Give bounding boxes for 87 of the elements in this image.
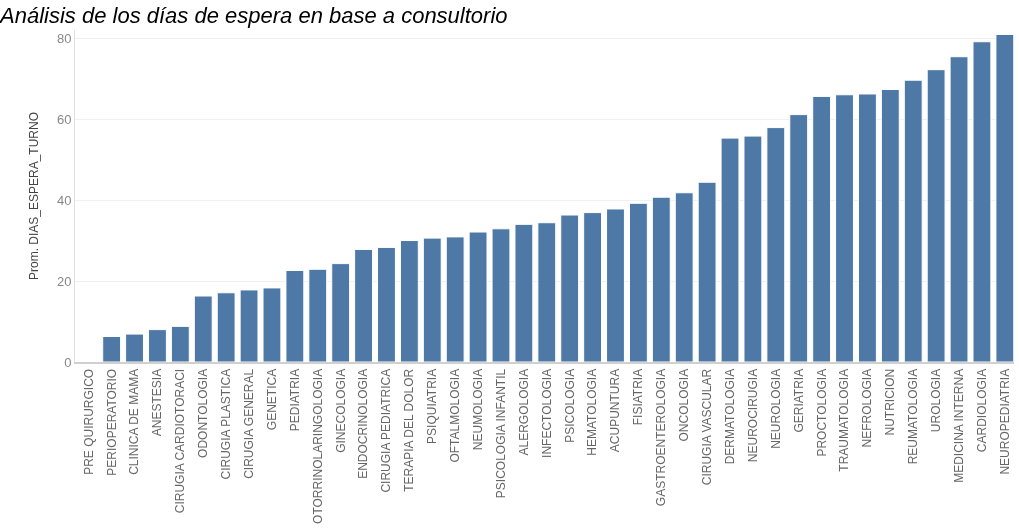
- x-tick-label: CARDIOLOGIA: [974, 368, 989, 453]
- x-tick-label: ANESTESIA: [150, 368, 165, 437]
- bar: [720, 137, 740, 362]
- bar: [285, 270, 305, 362]
- x-tick-label: NUTRICION: [883, 368, 898, 436]
- x-tick-label: ONCOLOGIA: [677, 368, 692, 442]
- bar: [239, 289, 259, 362]
- bar: [308, 268, 328, 362]
- bar: [995, 33, 1014, 362]
- x-tick-label: NEUROCIRUGIA: [745, 368, 760, 463]
- x-tick-label: CIRUGIA PLASTICA: [219, 368, 234, 480]
- bar: [514, 223, 534, 362]
- y-tick-label: 60: [56, 111, 72, 127]
- bar: [399, 240, 419, 362]
- x-tick-label: NEUMOLOGIA: [470, 368, 485, 451]
- x-tick-label: NEUROLOGIA: [768, 368, 783, 449]
- bar: [422, 237, 442, 362]
- x-tick-label: INFECTOLOGIA: [539, 368, 554, 458]
- x-tick-label: NEFROLOGIA: [860, 368, 875, 448]
- x-tick-label: MEDICINA INTERNA: [951, 368, 966, 483]
- bar: [697, 181, 717, 362]
- bar: [628, 202, 648, 362]
- x-tick-label: CIRUGIA CARDIOTORACI: [173, 368, 188, 514]
- bar: [377, 246, 396, 362]
- bar: [170, 325, 190, 362]
- x-tick-label: OFTALMOLOGIA: [448, 368, 463, 463]
- x-tick-label: ODONTOLOGIA: [196, 368, 211, 458]
- bar: [880, 89, 900, 362]
- y-tick-label: 40: [56, 192, 72, 208]
- x-tick-label: OTORRINOLARINGOLOGIA: [310, 368, 325, 524]
- x-tick-label: PEDIATRIA: [287, 368, 302, 432]
- x-tick-label: PSICOLOGIA: [562, 368, 577, 443]
- bar: [812, 95, 832, 362]
- bar: [743, 135, 763, 362]
- bar: [537, 222, 557, 362]
- x-tick-label: HEMATOLOGIA: [585, 368, 600, 456]
- bar: [262, 287, 282, 362]
- x-tick-label: CIRUGIA GENERAL: [241, 368, 256, 479]
- x-tick-label: PERIOPERATORIO: [104, 368, 119, 476]
- x-tick-label: DERMATOLOGIA: [722, 368, 737, 465]
- bar: [193, 295, 213, 362]
- bar: [491, 228, 511, 362]
- bar: [903, 79, 923, 362]
- x-tick-label: NEUROPEDIATRIA: [997, 368, 1012, 475]
- y-axis-title: Prom. DIAS_ESPERA_TURNO: [27, 111, 42, 281]
- bar: [766, 127, 786, 362]
- bar: [560, 214, 580, 362]
- bar: [216, 292, 236, 362]
- y-tick-label: 80: [56, 30, 72, 46]
- x-tick-label: GINECOLOGIA: [333, 368, 348, 453]
- bar: [926, 69, 946, 362]
- x-tick-label: TERAPIA DEL DOLOR: [402, 368, 417, 492]
- x-tick-label: TRAUMATOLOGIA: [837, 368, 852, 472]
- x-tick-label: GASTROENTEROLOGIA: [654, 368, 669, 507]
- bar: [445, 236, 465, 362]
- bar: [972, 41, 992, 362]
- x-tick-label: PROCTOLOGIA: [814, 368, 829, 457]
- x-tick-label: ENDOCRINOLOGIA: [356, 368, 371, 479]
- bar: [949, 56, 969, 362]
- bar: [674, 192, 694, 362]
- bar: [606, 208, 625, 362]
- bar: [835, 94, 854, 362]
- bar: [354, 248, 373, 362]
- bar: [468, 231, 488, 362]
- bar: [857, 93, 877, 362]
- x-tick-label: GENETICA: [264, 368, 279, 431]
- bar: [125, 333, 144, 362]
- bar: [102, 335, 122, 362]
- x-tick-label: ACUPUNTURA: [608, 368, 623, 453]
- x-tick-label: PRE QUIRURGICO: [81, 368, 96, 475]
- x-tick-label: CLINICA DE MAMA: [127, 368, 142, 475]
- x-tick-label: GERIATRIA: [791, 368, 806, 433]
- bar: [148, 329, 167, 362]
- y-tick-label: 20: [56, 273, 72, 289]
- x-tick-label: PSIQUIATRIA: [425, 368, 440, 444]
- x-tick-label: CIRUGIA VASCULAR: [700, 368, 715, 486]
- x-tick-label: PSICOLOGIA INFANTIL: [493, 368, 508, 499]
- x-tick-label: FISIATRIA: [631, 368, 646, 426]
- x-tick-label: UROLOGIA: [929, 368, 944, 433]
- bar: [789, 114, 809, 362]
- bar: [583, 212, 603, 362]
- x-tick-label: ALERGOLOGIA: [516, 368, 531, 456]
- x-tick-label: CIRUGIA PEDIATRICA: [379, 368, 394, 493]
- bar: [651, 196, 671, 362]
- bar: [331, 263, 351, 362]
- x-tick-label: REUMATOLOGIA: [906, 368, 921, 465]
- y-tick-label: 0: [64, 354, 72, 370]
